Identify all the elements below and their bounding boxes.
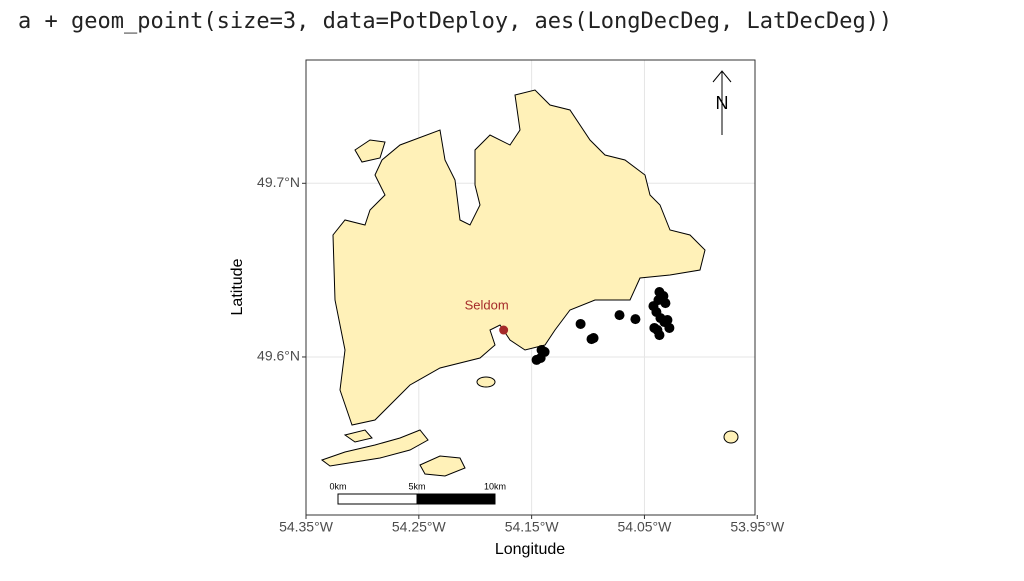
point: [664, 322, 675, 333]
scale-label: 0km: [329, 481, 346, 491]
point: [575, 318, 586, 329]
y-axis-title: Latitude: [229, 258, 246, 315]
scale-bar-white: [337, 493, 418, 505]
point: [649, 322, 660, 333]
point: [662, 314, 673, 325]
annotation-point: [499, 325, 509, 335]
x-tick-label: 54.05°W: [618, 519, 673, 535]
land: [320, 89, 739, 477]
north-label: N: [716, 93, 729, 113]
point: [614, 310, 625, 321]
y-tick-label: 49.7°N: [257, 174, 300, 190]
point: [630, 314, 641, 325]
point: [660, 298, 671, 309]
x-tick-label: 54.25°W: [392, 519, 447, 535]
x-tick-label: 54.15°W: [505, 519, 560, 535]
point: [654, 330, 665, 341]
annotation-label: Seldom: [465, 297, 509, 312]
scale-label: 10km: [484, 481, 506, 491]
panel-border: [305, 59, 756, 516]
code-line: a + geom_point(size=3, data=PotDeploy, a…: [18, 9, 892, 34]
north-arrow-head: [712, 70, 732, 83]
x-tick-label: 53.95°W: [730, 519, 785, 535]
y-tick-label: 49.6°N: [257, 348, 300, 364]
point: [536, 345, 547, 356]
x-axis-title: Longitude: [495, 541, 565, 558]
scale-label: 5km: [408, 481, 425, 491]
point: [588, 333, 599, 344]
x-tick-label: 54.35°W: [279, 519, 334, 535]
scale-bar-black: [416, 493, 496, 505]
